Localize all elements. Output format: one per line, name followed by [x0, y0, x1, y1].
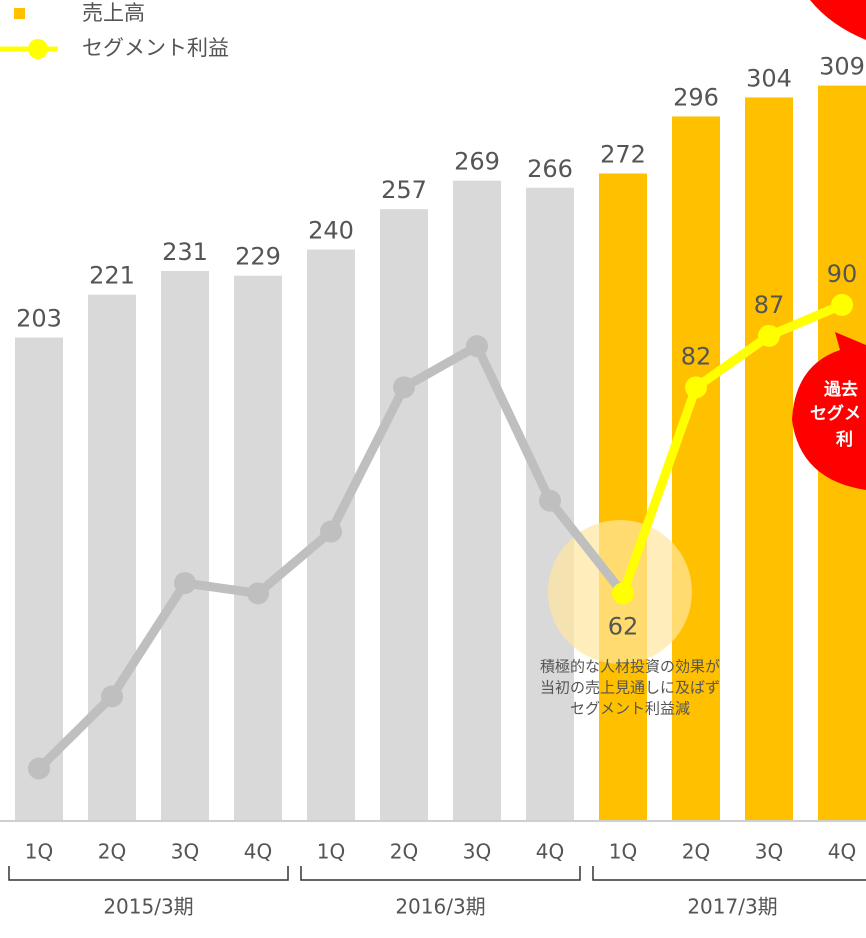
x-tick-label: 4Q	[828, 840, 856, 864]
line-label: 62	[608, 612, 639, 640]
line-marker	[28, 757, 50, 780]
bar	[453, 180, 501, 820]
x-tick-label: 1Q	[317, 840, 345, 864]
line-marker	[393, 376, 415, 399]
bar-label: 229	[235, 243, 281, 271]
x-tick-label: 2Q	[682, 840, 710, 864]
line-segment	[472, 341, 555, 506]
line-marker	[612, 582, 634, 605]
bar-label: 257	[381, 176, 427, 204]
line-marker	[831, 293, 853, 316]
annotation: 当初の売上見通しに及ばず	[540, 679, 720, 697]
line-segment	[253, 527, 336, 598]
line-segment	[180, 578, 263, 598]
bar	[161, 270, 209, 820]
bar	[745, 97, 793, 820]
x-tick-label: 1Q	[25, 840, 53, 864]
bar	[88, 294, 136, 821]
legend-label: 売上高	[82, 1, 145, 25]
bar-label: 221	[89, 262, 135, 290]
line-marker	[247, 582, 269, 605]
x-tick-label: 2Q	[390, 840, 418, 864]
bar	[672, 116, 720, 821]
line-segment	[764, 300, 847, 341]
line-label: 82	[681, 342, 712, 370]
group-bracket	[8, 866, 289, 881]
bar-label: 309	[819, 53, 865, 81]
x-tick-label: 1Q	[609, 840, 637, 864]
line-segment	[691, 331, 774, 392]
bar-label: 266	[527, 155, 573, 183]
callout-text: 利	[836, 429, 853, 450]
bar	[234, 275, 282, 820]
x-tick-label: 4Q	[536, 840, 564, 864]
line-marker	[101, 685, 123, 708]
line-segment	[618, 382, 701, 598]
bar-label: 269	[454, 148, 500, 176]
group-bracket	[300, 866, 581, 881]
line-segment	[34, 691, 117, 773]
line-segment	[326, 382, 409, 537]
line-label: 90	[827, 260, 858, 288]
group-label: 2016/3期	[395, 895, 485, 919]
line-segment	[545, 496, 628, 598]
line-marker	[539, 489, 561, 512]
legend-swatch-bar	[14, 8, 25, 19]
annotation: セグメント利益減	[570, 700, 690, 718]
legend-label: セグメント利益	[82, 36, 229, 60]
bar	[15, 337, 63, 820]
bar-label: 231	[162, 238, 208, 266]
group-bracket	[592, 866, 866, 881]
bar	[599, 173, 647, 820]
bar-label: 240	[308, 217, 354, 245]
callout-top	[810, 0, 866, 40]
x-tick-label: 3Q	[463, 840, 491, 864]
line-segment	[107, 578, 190, 701]
x-tick-label: 2Q	[98, 840, 126, 864]
callout-text: 過去	[824, 379, 858, 400]
bar-label: 203	[16, 305, 62, 333]
bar	[380, 209, 428, 820]
line-marker	[174, 572, 196, 595]
x-tick-label: 3Q	[755, 840, 783, 864]
bar-label: 272	[600, 141, 646, 169]
bar-label: 304	[746, 64, 792, 92]
line-segment	[399, 341, 482, 392]
callout-bubble	[792, 332, 866, 490]
line-marker	[758, 324, 780, 347]
line-marker	[685, 376, 707, 399]
line-marker	[466, 335, 488, 358]
line-label: 87	[754, 291, 785, 319]
line-marker	[320, 520, 342, 543]
group-label: 2017/3期	[687, 895, 777, 919]
x-tick-label: 3Q	[171, 840, 199, 864]
bar-label: 296	[673, 83, 719, 111]
legend-swatch-marker	[28, 39, 48, 59]
group-label: 2015/3期	[103, 895, 193, 919]
x-tick-label: 4Q	[244, 840, 272, 864]
callout-text: セグメ	[810, 403, 861, 424]
annotation: 積極的な人材投資の効果が	[540, 658, 720, 676]
